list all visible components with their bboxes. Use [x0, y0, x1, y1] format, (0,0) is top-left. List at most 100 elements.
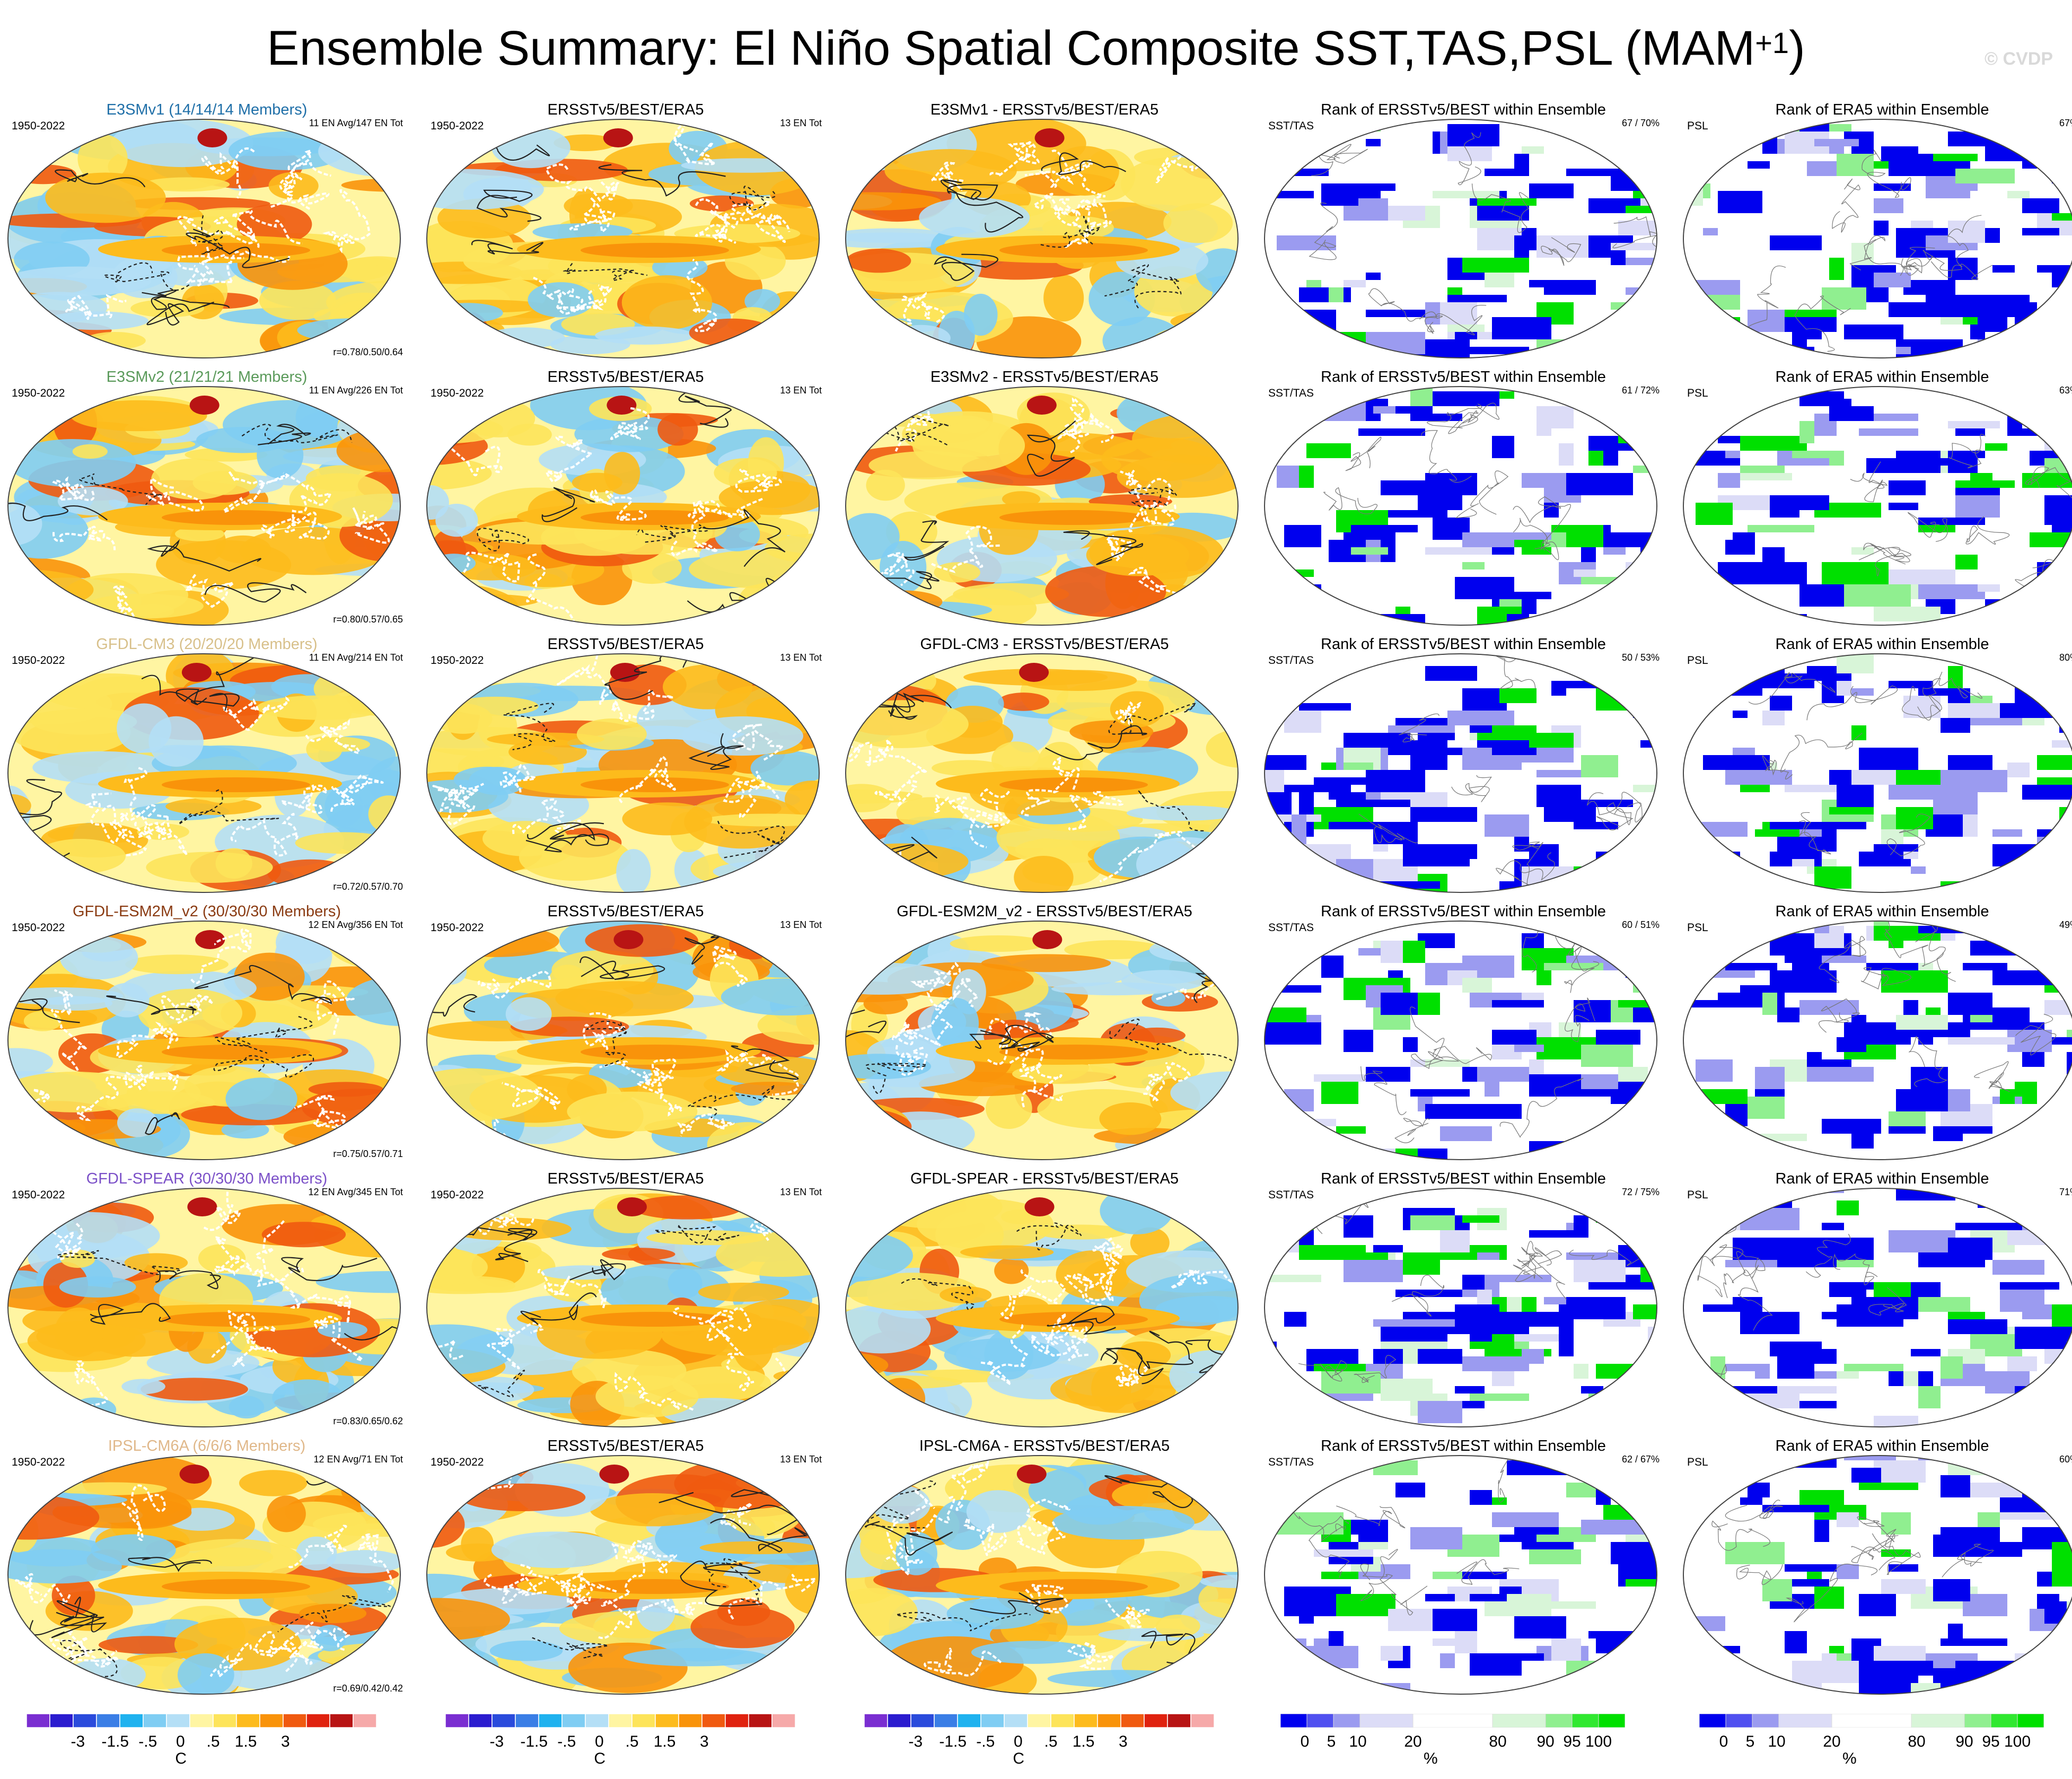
map-field [426, 119, 820, 358]
panel-title: Rank of ERA5 within Ensemble [1775, 636, 1989, 653]
period-label: 1950-2022 [431, 1189, 484, 1201]
colorbar-rank: 0 5 10 20 80 90 95 100% [1280, 1714, 1625, 1772]
map-rank [1683, 1455, 2072, 1695]
colorbar-swatches [1699, 1714, 2044, 1728]
variable-label: SST/TAS [1268, 387, 1314, 399]
panel-title: Rank of ERA5 within Ensemble [1775, 903, 1989, 920]
colorbar-swatch [631, 1714, 656, 1728]
rank-percent-label: 62 / 67% [1621, 1454, 1660, 1465]
variable-label: SST/TAS [1268, 120, 1314, 132]
colorbar-tick-label: 1.5 [1072, 1733, 1095, 1750]
colorbar-swatch [259, 1714, 284, 1728]
colorbar-tick-label: -3 [489, 1733, 504, 1750]
panel-title: ERSSTv5/BEST/ERA5 [547, 369, 704, 385]
colorbar-swatch [143, 1714, 167, 1728]
colorbar-swatch [1333, 1714, 1360, 1728]
colorbar-diverging: -3 -1.5 -.5 0 .5 1.5 3 C [864, 1714, 1214, 1772]
colorbar-tick-label: 100 [1585, 1733, 1612, 1750]
colorbar-swatch [1911, 1714, 1965, 1728]
colorbar-rank: 0 5 10 20 80 90 95 100% [1699, 1714, 2044, 1772]
panel-observations: ERSSTv5/BEST/ERA5 1950-2022 13 EN Tot [424, 1437, 827, 1695]
colorbar-swatch [585, 1714, 609, 1728]
colorbar-swatch [538, 1714, 563, 1728]
colorbar-swatch [1412, 1714, 1493, 1728]
panel-title: GFDL-SPEAR (30/30/30 Members) [86, 1170, 328, 1187]
colorbar-diverging: -3 -1.5 -.5 0 .5 1.5 3 C [445, 1714, 795, 1772]
rank-percent-label: 49% [2059, 919, 2072, 930]
colorbar-swatch [1190, 1714, 1214, 1728]
colorbar-tick-label: 90 [1955, 1733, 1973, 1750]
colorbar-swatch [96, 1714, 120, 1728]
map-field [7, 119, 401, 358]
panel-rank-sst-tas: Rank of ERSSTv5/BEST within Ensemble SST/… [1262, 101, 1665, 358]
map-field [845, 1455, 1239, 1695]
map-rank [1264, 1455, 1657, 1695]
panel-rank-sst-tas: Rank of ERSSTv5/BEST within Ensemble SST/… [1262, 1170, 1665, 1427]
panel-title: Rank of ERA5 within Ensemble [1775, 1438, 1989, 1454]
panel-ensemble-mean: GFDL-ESM2M_v2 (30/30/30 Members) 1950-202… [5, 902, 408, 1160]
panel-rank-sst-tas: Rank of ERSSTv5/BEST within Ensemble SST/… [1262, 902, 1665, 1160]
colorbar-tick-label: 95 [1563, 1733, 1581, 1750]
colorbar-swatch [1545, 1714, 1573, 1728]
period-label: 1950-2022 [431, 387, 484, 399]
map-rank [1683, 921, 2072, 1160]
event-count-label: 13 EN Tot [780, 1187, 822, 1197]
panel-title: Rank of ERSSTv5/BEST within Ensemble [1321, 101, 1606, 118]
colorbar-swatch [1074, 1714, 1098, 1728]
panel-title: GFDL-ESM2M_v2 (30/30/30 Members) [72, 903, 341, 920]
panel-title: GFDL-SPEAR - ERSSTv5/BEST/ERA5 [910, 1170, 1179, 1187]
colorbar-tick-label: 10 [1768, 1733, 1786, 1750]
panel-rank-sst-tas: Rank of ERSSTv5/BEST within Ensemble SST/… [1262, 635, 1665, 893]
colorbar-diverging: -3 -1.5 -.5 0 .5 1.5 3 C [27, 1714, 376, 1772]
colorbar-swatch [1306, 1714, 1334, 1728]
colorbar-swatch [1359, 1714, 1413, 1728]
colorbar-swatch [655, 1714, 679, 1728]
panel-title: GFDL-CM3 (20/20/20 Members) [96, 636, 318, 653]
period-label: 1950-2022 [431, 1456, 484, 1468]
colorbar-swatch [1050, 1714, 1075, 1728]
panel-rank-psl: Rank of ERA5 within Ensemble PSL 60% [1681, 1437, 2072, 1695]
colorbar-swatch [1004, 1714, 1028, 1728]
panel-observations: ERSSTv5/BEST/ERA5 1950-2022 13 EN Tot [424, 368, 827, 626]
event-count-label: 13 EN Tot [780, 118, 822, 128]
panel-difference: GFDL-SPEAR - ERSSTv5/BEST/ERA5 [843, 1170, 1246, 1427]
rank-percent-label: 80% [2059, 652, 2072, 663]
variable-label: PSL [1687, 654, 1708, 667]
panel-title: E3SMv1 - ERSSTv5/BEST/ERA5 [930, 101, 1159, 118]
colorbar-swatch [353, 1714, 376, 1728]
colorbar-swatch [1097, 1714, 1121, 1728]
map-field [7, 386, 401, 626]
map-rank [1264, 386, 1657, 626]
panel-title: ERSSTv5/BEST/ERA5 [547, 1170, 704, 1187]
colorbar-swatch [306, 1714, 330, 1728]
colorbar-swatch [1144, 1714, 1168, 1728]
pattern-correlation-label: r=0.83/0.65/0.62 [333, 1416, 403, 1426]
map-rank [1264, 1188, 1657, 1427]
pattern-correlation-label: r=0.80/0.57/0.65 [333, 614, 403, 625]
colorbar-unit: C [1013, 1750, 1025, 1767]
colorbar-tick-label: -3 [71, 1733, 85, 1750]
panel-title: IPSL-CM6A (6/6/6 Members) [108, 1438, 306, 1454]
panel-difference: E3SMv1 - ERSSTv5/BEST/ERA5 [843, 101, 1246, 358]
panel-ensemble-mean: IPSL-CM6A (6/6/6 Members) 1950-2022 12 EN … [5, 1437, 408, 1695]
map-rank [1264, 653, 1657, 893]
colorbar-tick-label: 5 [1745, 1733, 1755, 1750]
colorbar-tick-label: 20 [1823, 1733, 1841, 1750]
panel-observations: ERSSTv5/BEST/ERA5 1950-2022 13 EN Tot [424, 101, 827, 358]
colorbar-tick-label: 0 [1014, 1733, 1023, 1750]
colorbar-tick-label: 80 [1489, 1733, 1507, 1750]
map-rank [1264, 921, 1657, 1160]
panel-title: E3SMv2 (21/21/21 Members) [106, 369, 308, 385]
ensemble-count-label: 12 EN Avg/356 EN Tot [308, 919, 403, 930]
colorbar-tick-label: -3 [908, 1733, 923, 1750]
panel-rank-psl: Rank of ERA5 within Ensemble PSL 80% [1681, 635, 2072, 893]
colorbar-swatches [445, 1714, 795, 1728]
map-field [845, 921, 1239, 1160]
variable-label: PSL [1687, 120, 1708, 132]
colorbar-swatch [980, 1714, 1005, 1728]
panel-difference: E3SMv2 - ERSSTv5/BEST/ERA5 [843, 368, 1246, 626]
panel-rank-sst-tas: Rank of ERSSTv5/BEST within Ensemble SST/… [1262, 1437, 1665, 1695]
colorbar-tick-label: 100 [2004, 1733, 2031, 1750]
colorbar-swatch [771, 1714, 795, 1728]
map-field [7, 921, 401, 1160]
